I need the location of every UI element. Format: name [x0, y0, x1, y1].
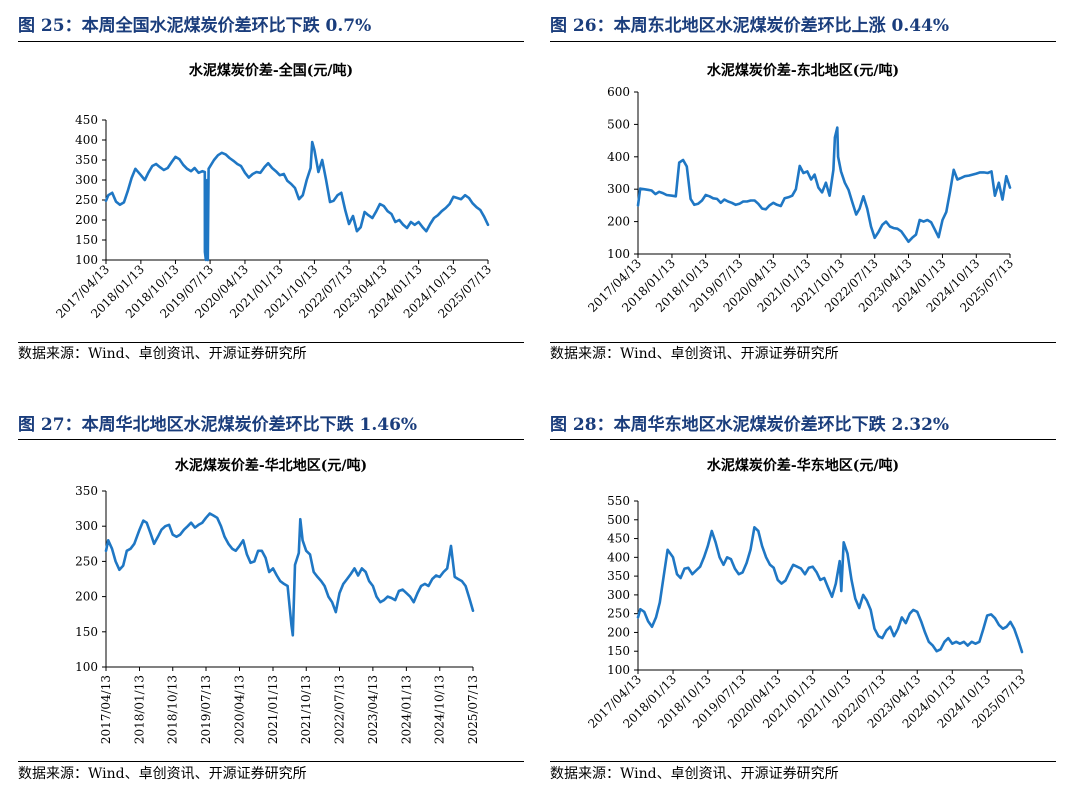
- chart-title: 水泥煤炭价差-华北地区(元/吨): [174, 458, 368, 474]
- y-tick-label: 200: [75, 213, 98, 227]
- title-rule: [18, 439, 524, 440]
- chart-title: 水泥煤炭价差-全国(元/吨): [188, 63, 354, 79]
- x-tick-label: 2022/07/13: [333, 675, 347, 744]
- x-tick-label: 2018/01/13: [132, 675, 146, 744]
- y-tick-label: 400: [607, 150, 630, 164]
- y-tick-label: 100: [607, 247, 630, 261]
- x-tick-label: 2023/04/13: [366, 675, 380, 744]
- chart-title: 水泥煤炭价差-华东地区(元/吨): [706, 458, 900, 474]
- source-rule: [18, 342, 524, 343]
- line-chart: 100 150 200 250 300 350 2017/04/13 2018/01/13 20…: [75, 484, 480, 744]
- y-tick-label: 350: [75, 153, 98, 167]
- y-tick-label: 500: [607, 117, 630, 131]
- title-rule: [18, 41, 524, 42]
- x-tick-label: 2024/01/13: [399, 675, 413, 744]
- x-tick-label: 2021/01/13: [266, 675, 280, 744]
- figure-panel-26: 图 26：本周东北地区水泥煤炭价差环比上涨 0.44% 水泥煤炭价差-东北地区(…: [550, 12, 1056, 372]
- y-tick-label: 450: [75, 113, 98, 127]
- y-tick-label: 350: [607, 569, 630, 583]
- series-line: [104, 140, 490, 262]
- series-line: [636, 526, 1024, 654]
- y-tick-label: 250: [75, 193, 98, 207]
- x-tick-label: 2020/04/13: [232, 675, 246, 744]
- figure-title: 图 27：本周华北地区水泥煤炭价差环比下跌 1.46%: [18, 415, 418, 435]
- x-tick-label: 2025/07/13: [466, 675, 480, 744]
- source-rule: [18, 761, 524, 762]
- figure-title: 图 28：本周华东地区水泥煤炭价差环比下跌 2.32%: [550, 415, 950, 435]
- y-tick-label: 200: [75, 590, 98, 604]
- y-tick-label: 100: [607, 663, 630, 677]
- line-chart: 1002003004005006002017/04/132018/01/1320…: [585, 85, 1016, 315]
- figure-title: 图 26：本周东北地区水泥煤炭价差环比上涨 0.44%: [550, 16, 950, 36]
- series-line: [104, 512, 475, 637]
- y-tick-label: 550: [607, 494, 630, 508]
- source-rule: [550, 342, 1056, 343]
- y-tick-label: 200: [607, 625, 630, 639]
- figure-panel-28: 图 28：本周华东地区水泥煤炭价差环比下跌 2.32% 水泥煤炭价差-华东地区(…: [550, 413, 1056, 795]
- x-tick-label: 2019/07/13: [199, 675, 213, 744]
- y-tick-label: 600: [607, 85, 630, 99]
- y-tick-label: 100: [75, 253, 98, 267]
- line-chart: 1001502002503003504004502017/04/132018/0…: [53, 113, 494, 321]
- source-note: 数据来源：Wind、卓创资讯、开源证券研究所: [550, 346, 839, 362]
- y-tick-label: 100: [75, 660, 98, 674]
- y-tick-label: 400: [75, 133, 98, 147]
- y-tick-label: 150: [75, 233, 98, 247]
- x-tick-label: 2024/10/13: [433, 675, 447, 744]
- y-tick-label: 250: [75, 554, 98, 568]
- y-tick-label: 450: [607, 532, 630, 546]
- y-tick-label: 350: [75, 484, 98, 498]
- series-line: [636, 126, 1012, 243]
- y-tick-label: 300: [607, 182, 630, 196]
- y-tick-label: 500: [607, 513, 630, 527]
- x-tick-label: 2017/04/13: [99, 675, 113, 744]
- figure-panel-25: 图 25：本周全国水泥煤炭价差环比下跌 0.7% 水泥煤炭价差-全国(元/吨) …: [18, 12, 524, 372]
- y-tick-label: 200: [607, 215, 630, 229]
- source-note: 数据来源：Wind、卓创资讯、开源证券研究所: [550, 766, 839, 782]
- y-tick-label: 400: [607, 550, 630, 564]
- source-note: 数据来源：Wind、卓创资讯、开源证券研究所: [18, 766, 307, 782]
- y-tick-label: 250: [607, 607, 630, 621]
- source-note: 数据来源：Wind、卓创资讯、开源证券研究所: [18, 346, 307, 362]
- y-tick-label: 300: [75, 173, 98, 187]
- y-tick-label: 300: [607, 588, 630, 602]
- line-chart: 1001502002503003504004505005502017/04/13…: [585, 494, 1028, 731]
- y-tick-label: 150: [75, 625, 98, 639]
- x-tick-label: 2018/10/13: [166, 675, 180, 744]
- chart-title: 水泥煤炭价差-东北地区(元/吨): [706, 63, 900, 79]
- figure-panel-27: 图 27：本周华北地区水泥煤炭价差环比下跌 1.46% 水泥煤炭价差-华北地区(…: [18, 413, 524, 795]
- source-rule: [550, 761, 1056, 762]
- y-tick-label: 150: [607, 644, 630, 658]
- title-rule: [550, 439, 1056, 440]
- title-rule: [550, 41, 1056, 42]
- y-tick-label: 300: [75, 519, 98, 533]
- figure-title: 图 25：本周全国水泥煤炭价差环比下跌 0.7%: [18, 16, 372, 36]
- x-tick-label: 2021/10/13: [299, 675, 313, 744]
